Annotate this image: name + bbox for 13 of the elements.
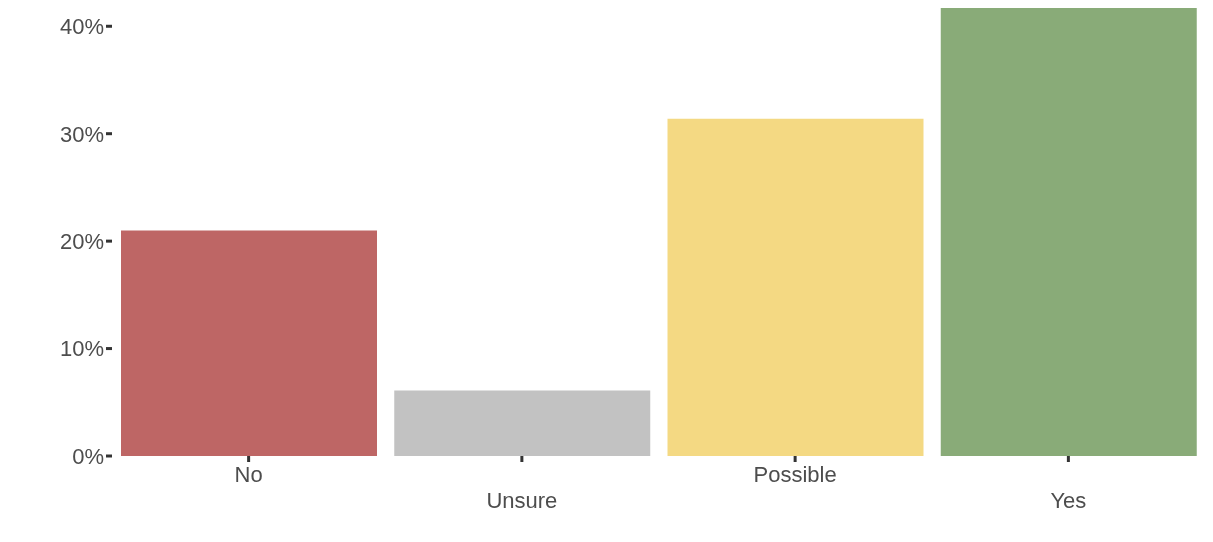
x-tick-label: Unsure	[486, 488, 558, 513]
x-tick-label: Yes	[1050, 488, 1087, 513]
y-tick-label: 40%	[59, 14, 104, 40]
y-tick-label: 30%	[59, 121, 104, 147]
y-tick-label: 0%	[72, 443, 104, 469]
bar	[667, 118, 924, 456]
bar	[940, 8, 1197, 456]
x-tick-label: Possible	[753, 462, 837, 487]
bar	[121, 230, 377, 456]
bar	[394, 390, 651, 456]
y-tick-label: 10%	[59, 336, 104, 362]
x-tick-label: No	[234, 462, 263, 487]
y-tick-label: 20%	[59, 228, 104, 254]
